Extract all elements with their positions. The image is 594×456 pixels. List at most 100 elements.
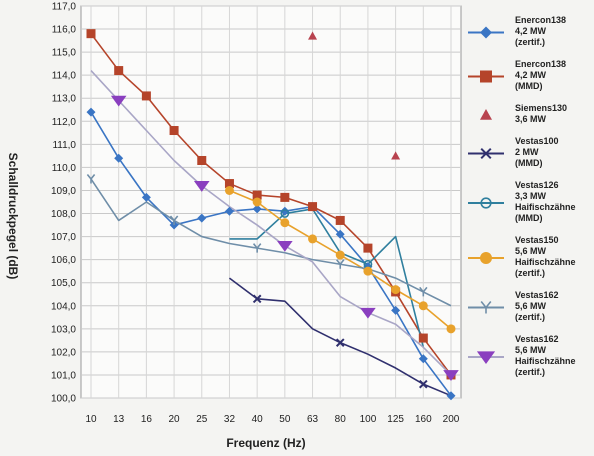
x-tick-label: 16 (141, 414, 153, 425)
data-point (480, 197, 492, 209)
y-tick-label: 108,0 (51, 209, 76, 220)
data-point (418, 354, 428, 364)
data-point (446, 324, 456, 334)
y-tick-label: 104,0 (51, 301, 76, 312)
data-point (476, 351, 496, 364)
data-point (224, 179, 234, 189)
data-point (419, 286, 428, 297)
series-line (90, 111, 452, 397)
data-point (110, 95, 127, 107)
y-tick-label: 102,0 (51, 347, 76, 358)
x-tick-label: 40 (252, 414, 264, 425)
y-axis-title: Schalldruckpegel (dB) (6, 153, 20, 280)
data-point (391, 305, 401, 315)
data-point (308, 202, 318, 212)
x-tick-label: 10 (85, 414, 97, 425)
y-tick-label: 112,0 (52, 117, 77, 128)
series-markers (86, 29, 459, 401)
data-point (335, 215, 345, 225)
data-point (114, 66, 124, 76)
data-point (169, 215, 179, 225)
data-point (224, 206, 234, 216)
data-point (335, 338, 345, 347)
legend-label: Enercon138 (515, 15, 566, 25)
y-tick-label: 117,0 (52, 2, 77, 13)
data-point (360, 307, 376, 319)
data-point (197, 155, 207, 165)
grid (80, 5, 462, 399)
legend-label: 2 MW (515, 147, 539, 157)
x-tick-label: 160 (415, 414, 432, 425)
data-point (280, 192, 290, 202)
legend-label: Haifischzähne (515, 356, 576, 366)
data-point (193, 181, 210, 192)
y-axis-ticks: 100,0 101,0 102,0 103,0 104,0 105,0 106,0 107,0… (51, 2, 76, 405)
plot-area (80, 5, 462, 399)
legend-label: 3,6 MW (515, 114, 547, 124)
legend-label: (zertif.) (515, 268, 545, 278)
data-point (197, 213, 207, 223)
data-point (480, 252, 492, 264)
data-point (336, 259, 345, 269)
x-tick-label: 13 (113, 414, 125, 425)
series-line (229, 208, 425, 348)
data-point (252, 204, 262, 214)
y-tick-label: 111,0 (52, 140, 76, 151)
data-point (480, 301, 492, 314)
y-tick-label: 114,0 (52, 71, 77, 82)
y-tick-label: 109,0 (51, 186, 76, 197)
data-point (335, 250, 345, 260)
legend-label: (zertif.) (515, 367, 545, 377)
x-tick-label: 200 (443, 414, 460, 425)
legend-label: 5,6 MW (515, 301, 547, 311)
y-tick-label: 116,0 (52, 25, 77, 36)
data-point (252, 190, 262, 200)
y-tick-label: 115,0 (52, 48, 77, 59)
x-axis-ticks: 10 13 16 20 25 32 40 50 63 80 100 125 160 200 (85, 414, 459, 425)
y-tick-label: 106,0 (51, 255, 76, 266)
x-tick-label: 63 (307, 414, 319, 425)
data-point (86, 107, 96, 117)
legend-label: 4,2 MW (515, 26, 547, 36)
x-tick-label: 100 (360, 414, 377, 425)
legend-label: (zertif.) (515, 37, 545, 47)
data-point (335, 229, 345, 239)
data-point (280, 206, 290, 216)
y-tick-label: 107,0 (51, 232, 76, 243)
legend-label: Vestas100 (515, 136, 559, 146)
data-point (418, 301, 428, 311)
legend-label: (zertif.) (515, 312, 545, 322)
data-point (419, 379, 428, 389)
data-point (86, 29, 96, 39)
series-line (90, 70, 452, 376)
data-point (480, 70, 492, 83)
data-point (443, 370, 459, 381)
data-point (114, 153, 124, 163)
legend-label: 4,2 MW (515, 70, 547, 80)
y-tick-label: 110,0 (52, 163, 77, 174)
data-point (391, 285, 401, 295)
y-tick-label: 105,0 (51, 278, 76, 289)
legend-label: (MMD) (515, 81, 543, 91)
data-point (224, 185, 234, 195)
x-tick-label: 20 (169, 414, 181, 425)
x-tick-label: 25 (196, 414, 208, 425)
data-point (480, 109, 492, 120)
x-axis-title: Frequenz (Hz) (226, 436, 305, 450)
data-point (480, 26, 492, 39)
data-point (280, 218, 290, 228)
data-point (86, 173, 96, 184)
y-tick-label: 113,0 (52, 94, 77, 105)
data-point (252, 243, 262, 253)
data-point (169, 220, 179, 230)
y-tick-label: 101,0 (51, 370, 76, 381)
y-tick-label: 100,0 (51, 394, 76, 405)
data-point (169, 126, 179, 136)
legend-label: Vestas162 (515, 334, 559, 344)
legend-label: 5,6 MW (515, 345, 547, 355)
